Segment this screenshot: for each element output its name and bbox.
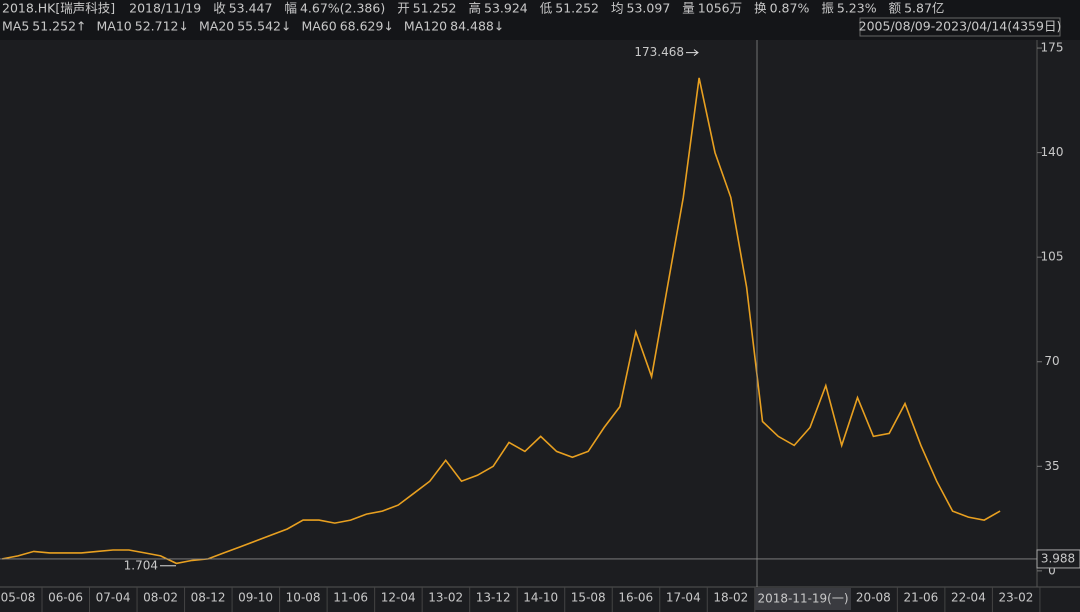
header-text: 51.252	[555, 1, 599, 16]
x-tick-label: 05-08	[1, 591, 36, 605]
header-text: 量	[682, 1, 695, 16]
plot: 0 35 70 105 140 175 05-08 06-06 07-04 08-02 08-12 0…	[0, 40, 1080, 612]
header-text: 52.712↓	[135, 19, 189, 34]
header-text: 51.252↑	[32, 19, 86, 34]
header-bg	[0, 0, 1080, 40]
x-tick-label: 23-02	[998, 591, 1033, 605]
x-tick-label: 10-08	[286, 591, 321, 605]
header-text: 换	[754, 1, 767, 16]
x-tick-label: 14-10	[523, 591, 558, 605]
cursor-date-box	[755, 588, 851, 610]
header-text: 55.542↓	[237, 19, 291, 34]
header-text: 高	[468, 1, 481, 16]
high-arrow	[686, 49, 699, 57]
header-text: 68.629↓	[340, 19, 394, 34]
x-tick-label: 18-02	[713, 591, 748, 605]
x-tick-label: 22-04	[951, 591, 986, 605]
cursor-date: 2018-11-19(一)	[757, 592, 848, 606]
x-tick-label: 16-06	[618, 591, 653, 605]
header-text: 开	[397, 1, 410, 16]
header-text: 84.488↓	[450, 19, 504, 34]
x-tick-label: 08-02	[143, 591, 178, 605]
header-text: 收	[213, 1, 226, 16]
range: 2005/08/09-2023/04/14(4359日)	[859, 19, 1062, 34]
x-tick-label: 13-02	[428, 591, 463, 605]
header-text: 53.097	[627, 1, 671, 16]
x-tick-label: 12-04	[381, 591, 416, 605]
x-tick-label: 20-08	[856, 591, 891, 605]
y-tick-label: 0	[1048, 563, 1056, 577]
header-text: 低	[540, 1, 553, 16]
header: 2018.HK[瑞声科技] 2018/11/19 收 53.447 幅 4.67%(2.3…	[2, 1, 944, 34]
high-label: 173.468	[634, 45, 684, 59]
cursor-price-box	[1036, 549, 1080, 569]
x-tick-label: 11-06	[333, 591, 368, 605]
header-text: 额	[889, 1, 902, 16]
header-text: 53.924	[484, 1, 528, 16]
header-text: 0.87%	[770, 1, 810, 16]
x-tick-label: 13-12	[476, 591, 511, 605]
header-text: MA10	[97, 19, 132, 34]
header-text: MA60	[301, 19, 336, 34]
x-tick-label: 08-12	[191, 591, 226, 605]
header-text: 幅	[284, 1, 297, 16]
header-text: 5.23%	[837, 1, 877, 16]
x-tick-label: 06-06	[48, 591, 83, 605]
x-tick-label: 07-04	[96, 591, 131, 605]
header-text: 2018/11/19	[129, 1, 201, 16]
header-text: 2018.HK[瑞声科技]	[2, 1, 115, 16]
low-label: 1.704	[124, 558, 158, 572]
header-text: MA5	[2, 19, 29, 34]
header-text: MA20	[199, 19, 234, 34]
header-text: 51.252	[413, 1, 457, 16]
header-text: 振	[821, 1, 834, 16]
cursor-price: 3.988	[1041, 551, 1075, 565]
price-line	[2, 77, 1001, 565]
header-text: MA120	[404, 19, 447, 34]
x-tick-label: 17-04	[666, 591, 701, 605]
y-tick-label: 175	[1041, 41, 1064, 55]
header-text: 均	[611, 1, 624, 16]
header-text: 4.67%(2.386)	[300, 1, 385, 16]
y-tick-label: 35	[1044, 459, 1059, 473]
x-tick-label: 15-08	[571, 591, 606, 605]
header-text: 53.447	[229, 1, 273, 16]
x-tick-label: 09-10	[238, 591, 273, 605]
header-text: 5.87亿	[904, 1, 944, 16]
range-box	[859, 17, 1061, 37]
x-tick-label: 21-06	[903, 591, 938, 605]
header-text: 1056万	[698, 1, 742, 16]
y-tick-label: 70	[1044, 354, 1059, 368]
y-tick-label: 105	[1041, 250, 1064, 264]
y-tick-label: 140	[1041, 145, 1064, 159]
